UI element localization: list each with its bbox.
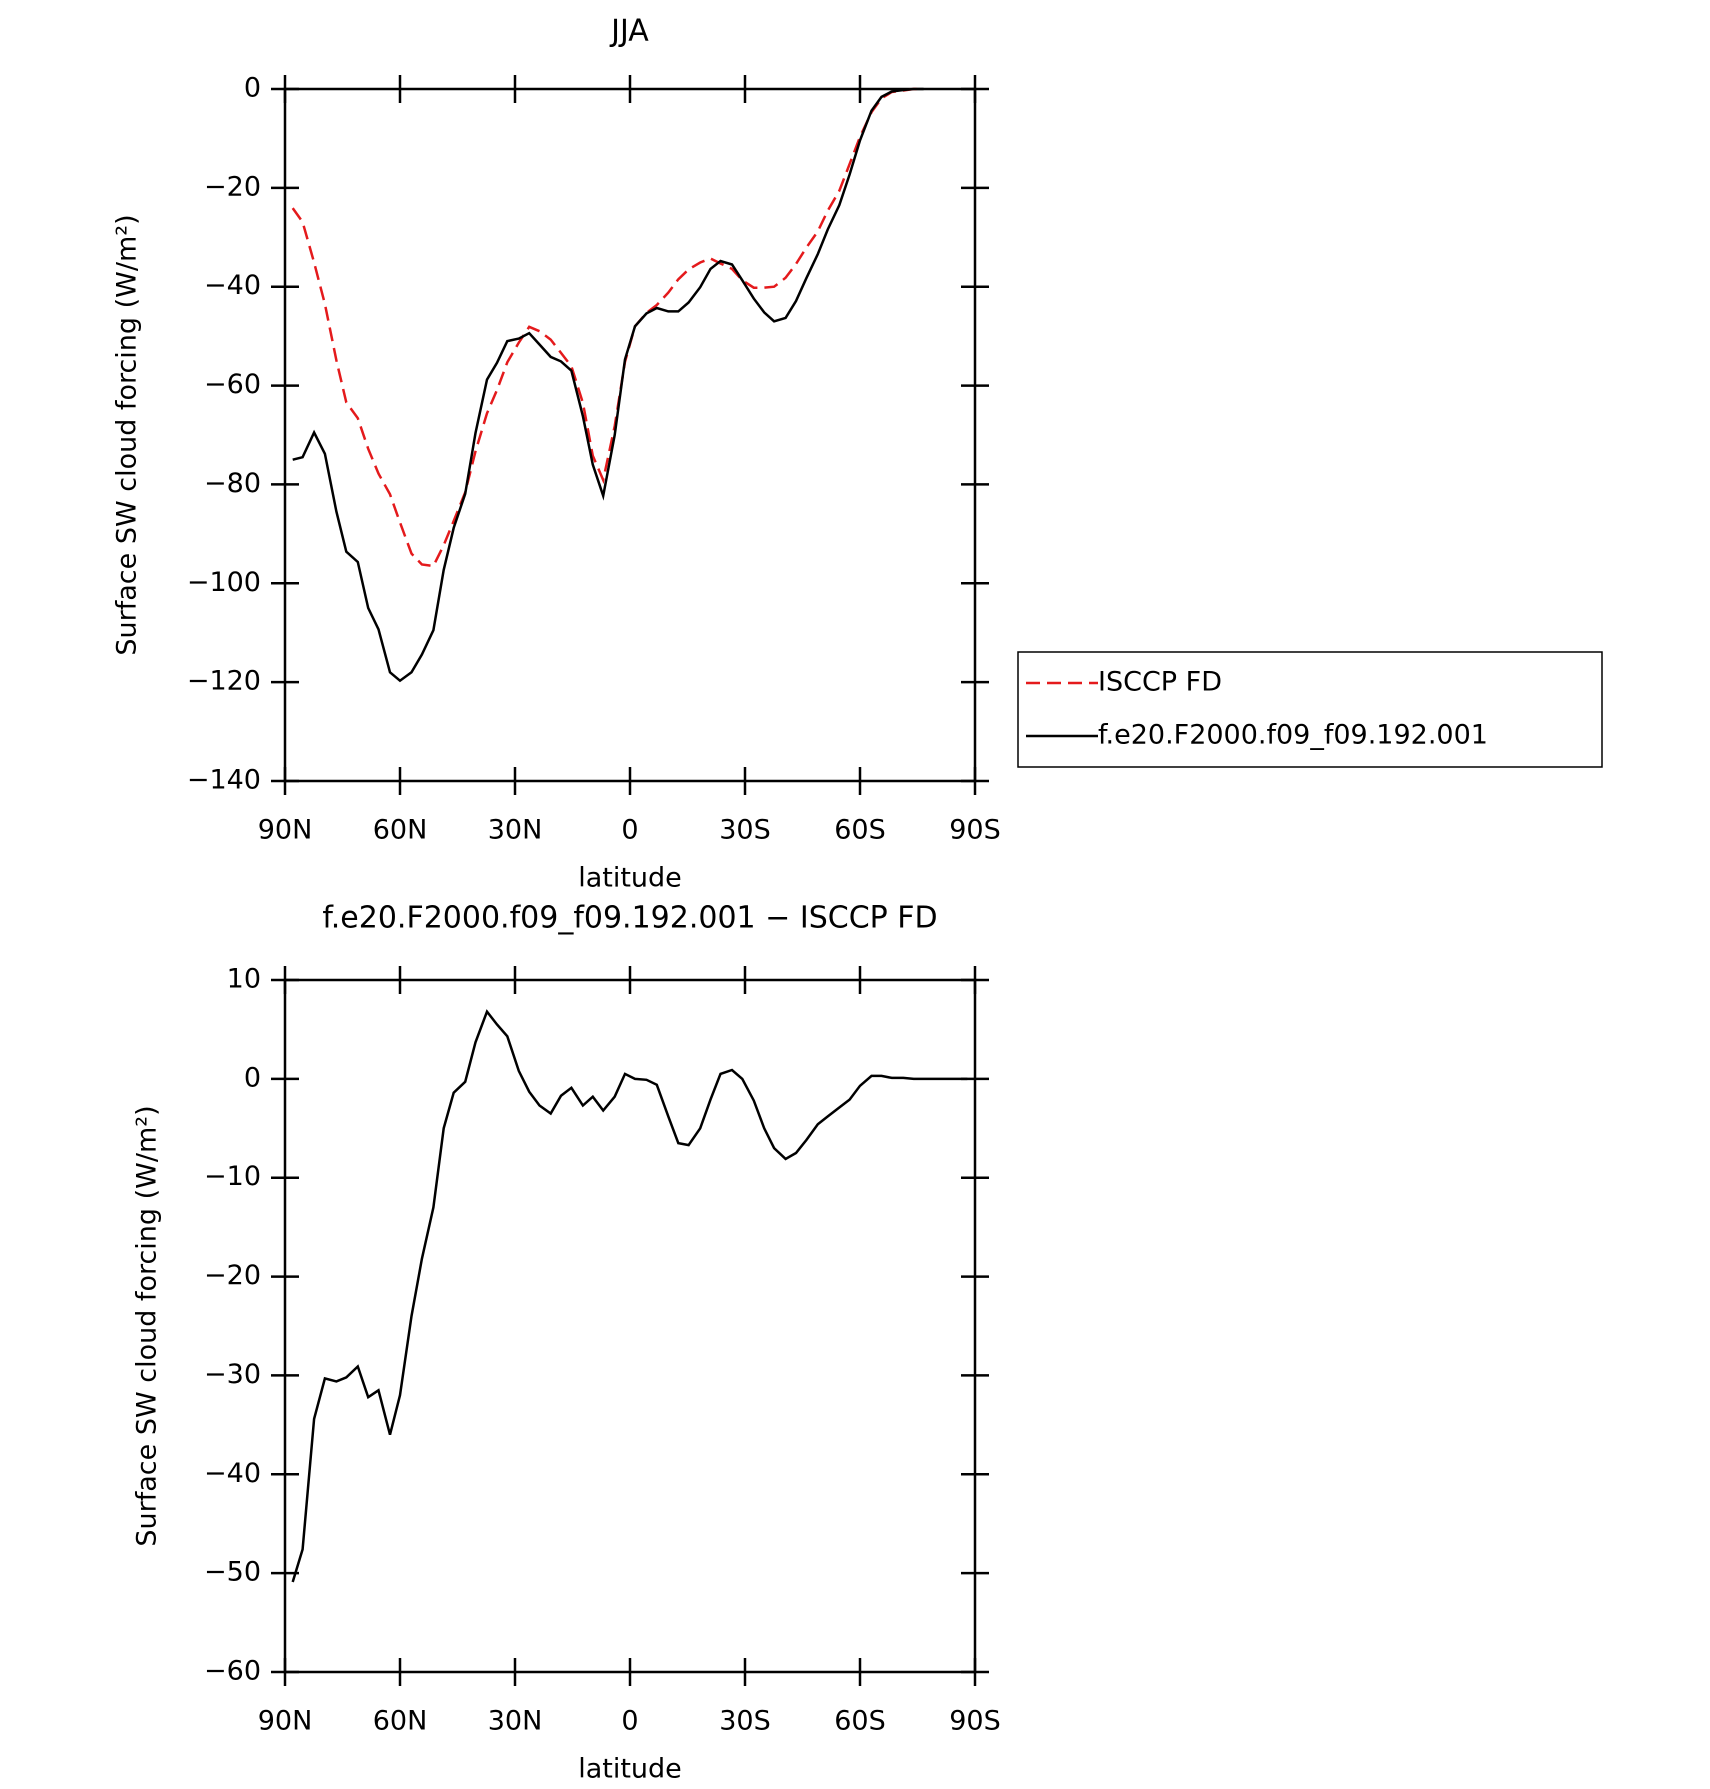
y-tick-label: −40 xyxy=(204,270,261,301)
x-tick-label: 90S xyxy=(949,815,1001,846)
x-tick-label: 60S xyxy=(834,815,886,846)
data-line xyxy=(291,87,924,568)
x-tick-label: 60S xyxy=(834,1706,886,1737)
x-tick-label: 0 xyxy=(621,1706,638,1737)
x-axis-label: latitude xyxy=(578,1754,682,1785)
x-tick-label: 90S xyxy=(949,1706,1001,1737)
y-tick-label: 0 xyxy=(244,1062,261,1093)
x-tick-label: 0 xyxy=(621,815,638,846)
data-line xyxy=(292,87,924,683)
x-tick-label: 60N xyxy=(373,815,428,846)
x-tick-label: 90N xyxy=(258,815,313,846)
chart-title: JJA xyxy=(609,14,649,49)
y-tick-label: −20 xyxy=(204,171,261,202)
y-axis-label: Surface SW cloud forcing (W/m²) xyxy=(112,214,143,655)
data-line xyxy=(291,1009,968,1583)
y-tick-label: −60 xyxy=(204,1656,261,1687)
x-tick-label: 30S xyxy=(719,815,771,846)
y-tick-label: −50 xyxy=(204,1557,261,1588)
y-axis-label: Surface SW cloud forcing (W/m²) xyxy=(132,1105,163,1546)
x-tick-label: 60N xyxy=(373,1706,428,1737)
plot-frame xyxy=(283,87,977,783)
x-tick-label: 30N xyxy=(488,815,543,846)
x-tick-label: 90N xyxy=(258,1706,313,1737)
y-tick-label: −10 xyxy=(204,1161,261,1192)
legend-label: ISCCP FD xyxy=(1098,667,1222,698)
chart-title: f.e20.F2000.f09_f09.192.001 − ISCCP FD xyxy=(322,901,937,936)
y-tick-label: −120 xyxy=(187,666,261,697)
y-tick-label: 0 xyxy=(244,73,261,104)
x-axis-label: latitude xyxy=(578,863,682,894)
y-tick-label: −30 xyxy=(204,1359,261,1390)
y-tick-label: −40 xyxy=(204,1458,261,1489)
y-tick-label: −80 xyxy=(204,468,261,499)
y-tick-label: −60 xyxy=(204,369,261,400)
plot-frame xyxy=(283,978,977,1674)
y-tick-label: 10 xyxy=(227,964,261,995)
x-tick-label: 30N xyxy=(488,1706,543,1737)
y-tick-label: −20 xyxy=(204,1260,261,1291)
y-tick-label: −140 xyxy=(187,765,261,796)
x-tick-label: 30S xyxy=(719,1706,771,1737)
legend-label: f.e20.F2000.f09_f09.192.001 xyxy=(1098,720,1488,751)
legend-box xyxy=(1017,651,1603,768)
y-tick-label: −100 xyxy=(187,567,261,598)
